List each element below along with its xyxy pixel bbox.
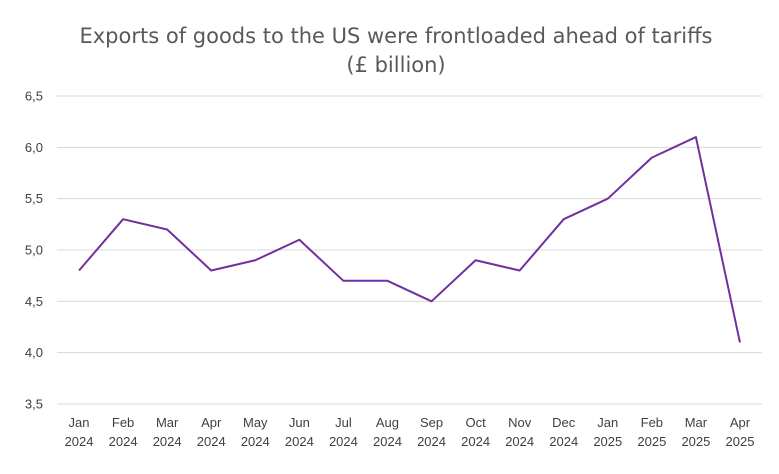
y-tick-label: 6,0 [25, 140, 43, 155]
x-tick-label-year: 2024 [417, 434, 446, 449]
x-tick-label-month: Oct [465, 415, 486, 430]
x-tick-label-year: 2025 [637, 434, 666, 449]
x-tick-label-year: 2024 [549, 434, 578, 449]
x-tick-label-month: Feb [641, 415, 663, 430]
x-tick-label-month: Mar [156, 415, 179, 430]
x-tick-label-year: 2024 [197, 434, 226, 449]
x-tick-label-year: 2025 [681, 434, 710, 449]
x-tick-label-year: 2024 [373, 434, 402, 449]
y-tick-label: 5,5 [25, 191, 43, 206]
series-line [78, 136, 741, 343]
x-tick-label-month: Sep [420, 415, 443, 430]
x-tick-label-year: 2024 [65, 434, 94, 449]
gridlines [57, 95, 762, 405]
x-tick-label-year: 2024 [153, 434, 182, 449]
x-tick-label-month: Jul [335, 415, 352, 430]
x-axis-ticks: Jan 2024 Feb 2024 Mar 2024 Apr 2024 May 2024 Jun 20… [65, 415, 755, 449]
x-tick-label-year: 2024 [505, 434, 534, 449]
y-tick-label: 4,0 [25, 345, 43, 360]
chart-title: Exports of goods to the US were frontloa… [79, 24, 712, 48]
x-tick-label-year: 2024 [241, 434, 270, 449]
x-tick-label-month: Mar [685, 415, 708, 430]
y-tick-label: 4,5 [25, 294, 43, 309]
x-tick-label-year: 2024 [329, 434, 358, 449]
x-tick-label-year: 2025 [726, 434, 755, 449]
x-tick-label-month: Apr [730, 415, 751, 430]
y-tick-label: 3,5 [25, 397, 43, 412]
series-lines [78, 136, 741, 343]
y-tick-label: 6,5 [25, 89, 43, 104]
x-tick-label-year: 2024 [109, 434, 138, 449]
x-tick-label-month: Jan [597, 415, 618, 430]
x-tick-label-month: Dec [552, 415, 576, 430]
chart-subtitle: (£ billion) [346, 53, 445, 77]
x-tick-label-year: 2024 [461, 434, 490, 449]
x-tick-label-year: 2025 [593, 434, 622, 449]
x-tick-label-month: May [243, 415, 268, 430]
x-tick-label-month: Feb [112, 415, 134, 430]
x-tick-label-month: Nov [508, 415, 532, 430]
x-tick-label-month: Jan [69, 415, 90, 430]
x-tick-label-year: 2024 [285, 434, 314, 449]
x-tick-label-month: Aug [376, 415, 399, 430]
y-tick-label: 5,0 [25, 243, 43, 258]
x-tick-label-month: Jun [289, 415, 310, 430]
y-axis-ticks: 3,5 4,0 4,5 5,0 5,5 6,0 6,5 [25, 89, 43, 412]
x-tick-label-month: Apr [201, 415, 222, 430]
